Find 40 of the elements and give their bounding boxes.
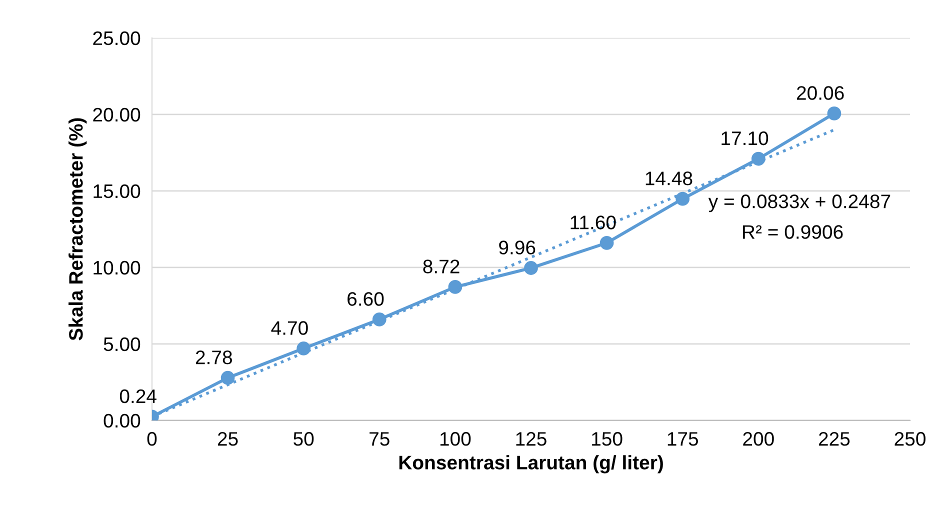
data-label: 17.10 xyxy=(722,131,768,146)
data-label: 9.96 xyxy=(499,240,536,254)
x-tick-label: 0 xyxy=(147,432,157,446)
data-label: 6.60 xyxy=(348,292,384,306)
x-tick-label: 200 xyxy=(743,432,774,446)
x-tick-label: 50 xyxy=(294,432,314,446)
data-label: 11.60 xyxy=(570,216,616,230)
point xyxy=(296,342,311,356)
point xyxy=(448,280,462,294)
x-tick-label: 150 xyxy=(592,432,622,446)
point xyxy=(372,312,386,326)
x-tick-label: 75 xyxy=(370,432,390,446)
x-tick-label: 175 xyxy=(668,432,698,446)
annotation: R² = 0.9906 xyxy=(743,225,843,239)
point xyxy=(827,106,842,120)
point xyxy=(220,370,235,385)
y-tick-label: 25.00 xyxy=(93,31,140,46)
y-tick-label: 20.00 xyxy=(93,108,140,122)
x-axis-title: Konsentrasi Larutan (g/ liter) xyxy=(399,455,663,474)
y-tick-label: 10.00 xyxy=(94,260,140,275)
data-label: 8.72 xyxy=(423,260,460,274)
y-tick-label: 15.00 xyxy=(94,184,140,198)
point xyxy=(676,192,690,206)
x-tick-label: 125 xyxy=(516,432,546,446)
point xyxy=(751,152,766,166)
y-axis-title: Skala Refractometer (%) xyxy=(68,118,87,340)
y-tick-label: 5.00 xyxy=(104,337,140,352)
x-tick-label: 100 xyxy=(440,432,471,446)
data-label: 20.06 xyxy=(796,86,844,100)
point xyxy=(524,261,538,275)
x-tick-label: 25 xyxy=(218,432,238,446)
data-label: 0.24 xyxy=(120,389,156,404)
y-tick-label: 0.00 xyxy=(104,414,140,428)
data-label: 14.48 xyxy=(646,172,692,186)
x-tick-label: 225 xyxy=(818,432,850,446)
data-label: 2.78 xyxy=(196,350,232,364)
annotation: y = 0.0833x + 0.2487 xyxy=(708,194,890,212)
point xyxy=(600,236,614,250)
data-label: 4.70 xyxy=(271,321,308,335)
x-tick-label: 250 xyxy=(894,432,926,446)
